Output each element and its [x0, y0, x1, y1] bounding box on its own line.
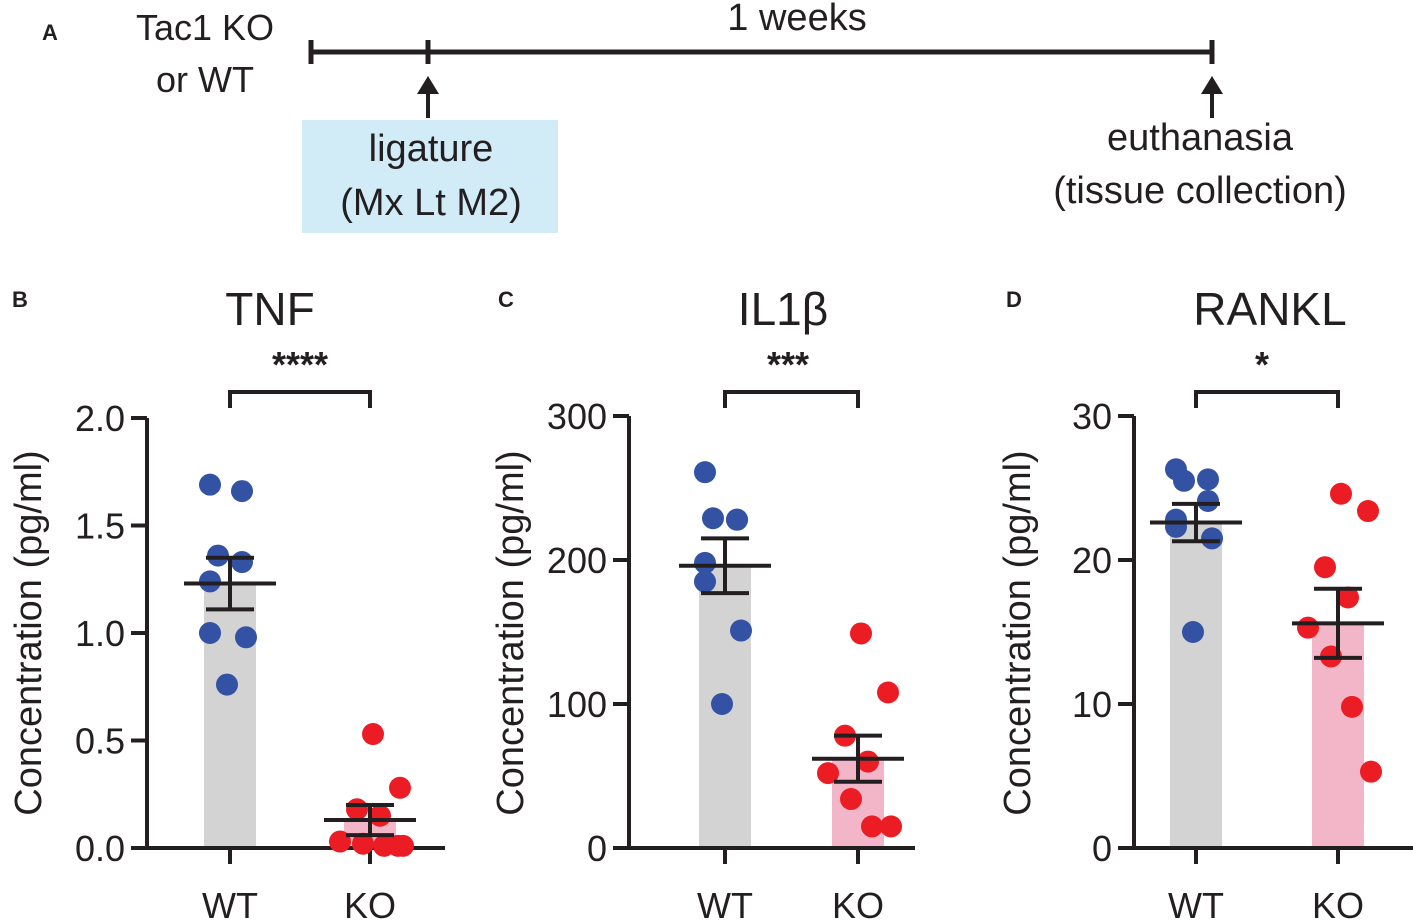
- data-point-ko: [861, 815, 883, 838]
- y-axis-title: Concentration (pg/ml): [8, 450, 50, 815]
- data-point-wt: [207, 544, 229, 567]
- x-tick-label-ko: KO: [1312, 885, 1364, 920]
- group-label-line2: or WT: [156, 59, 254, 100]
- data-point-ko: [1337, 586, 1359, 609]
- data-point-wt: [1173, 469, 1195, 492]
- significance-bracket: [228, 390, 372, 408]
- data-point-wt: [694, 570, 716, 593]
- panel-a: A Tac1 KO or WT 1 weeks ligature (Mx Lt …: [42, 0, 1347, 233]
- euthanasia-label-line2: (tissue collection): [1053, 170, 1347, 212]
- significance-bracket: [723, 390, 860, 408]
- ligature-label-line2: (Mx Lt M2): [340, 182, 522, 224]
- chart-panel-d: D RANKL Concentration (pg/ml) * 0 10 20 30 W…: [997, 283, 1413, 920]
- ligature-box: [302, 120, 558, 233]
- y-tick-label: 1.0: [75, 613, 125, 654]
- data-point-ko: [840, 788, 862, 811]
- y-tick-label: 10: [1072, 684, 1112, 725]
- data-point-wt: [216, 673, 238, 696]
- data-point-wt: [231, 551, 253, 574]
- data-point-wt: [1197, 489, 1219, 512]
- data-point-wt: [1165, 515, 1187, 538]
- y-tick-label: 2.0: [75, 398, 125, 439]
- chart-title-tnf: TNF: [225, 283, 314, 335]
- data-point-ko: [850, 622, 872, 645]
- ligature-arrow-icon: [417, 76, 439, 94]
- data-point-ko: [329, 830, 351, 853]
- panel-letter-d: D: [1006, 287, 1022, 312]
- data-point-wt: [702, 507, 724, 530]
- y-axis-title: Concentration (pg/ml): [490, 450, 532, 815]
- y-tick-label: 0.5: [75, 721, 125, 762]
- panel-letter-b: B: [12, 287, 28, 312]
- significance-label: ***: [767, 344, 809, 385]
- panel-letter-c: C: [498, 287, 514, 312]
- data-point-wt: [231, 480, 253, 503]
- data-point-ko: [857, 750, 879, 773]
- data-point-ko: [1341, 695, 1363, 718]
- y-tick-label: 1.5: [75, 506, 125, 547]
- data-point-ko: [1357, 500, 1379, 523]
- y-tick-label: 100: [547, 684, 607, 725]
- chart-title-il1b: IL1β: [738, 283, 828, 335]
- data-point-wt: [694, 461, 716, 484]
- data-point-ko: [1330, 482, 1352, 505]
- data-point-ko: [880, 815, 902, 838]
- euthanasia-arrow-icon: [1201, 76, 1223, 94]
- x-tick-label-wt: WT: [202, 885, 258, 920]
- y-tick-label: 200: [547, 540, 607, 581]
- x-tick-label-wt: WT: [1168, 885, 1224, 920]
- data-point-wt: [694, 551, 716, 574]
- ligature-label-line1: ligature: [369, 128, 494, 170]
- chart-title-rankl: RANKL: [1193, 283, 1346, 335]
- chart-panel-c: C IL1β Concentration (pg/ml) *** 0 100 200…: [490, 283, 915, 920]
- data-point-ko: [352, 832, 374, 855]
- y-tick-label: 0: [587, 828, 607, 869]
- bar-wt: [1170, 522, 1222, 848]
- data-point-ko: [389, 776, 411, 799]
- x-tick-label-wt: WT: [697, 885, 753, 920]
- data-point-ko: [1297, 616, 1319, 639]
- x-tick-label-ko: KO: [344, 885, 396, 920]
- group-label-line1: Tac1 KO: [136, 7, 274, 48]
- y-tick-label: 20: [1072, 540, 1112, 581]
- data-point-ko: [369, 804, 391, 827]
- data-point-wt: [1197, 468, 1219, 491]
- panel-letter-a: A: [42, 20, 58, 45]
- significance-bracket: [1194, 390, 1340, 408]
- data-point-ko: [1360, 760, 1382, 783]
- significance-label: ****: [272, 344, 328, 385]
- data-point-wt: [711, 693, 733, 715]
- data-point-wt: [199, 473, 221, 496]
- y-tick-label: 300: [547, 396, 607, 437]
- data-point-ko: [387, 834, 409, 857]
- data-point-wt: [730, 619, 752, 642]
- significance-label: *: [1255, 344, 1269, 385]
- data-point-wt: [199, 622, 221, 644]
- data-point-ko: [1314, 556, 1336, 579]
- data-point-wt: [726, 508, 748, 531]
- data-point-wt: [199, 570, 221, 593]
- euthanasia-label-line1: euthanasia: [1107, 117, 1294, 159]
- y-tick-label: 30: [1072, 396, 1112, 437]
- data-point-ko: [877, 681, 899, 704]
- data-point-ko: [362, 723, 384, 746]
- y-tick-label: 0.0: [75, 828, 125, 869]
- data-point-ko: [817, 762, 839, 785]
- data-point-wt: [235, 626, 257, 649]
- duration-label: 1 weeks: [727, 0, 866, 39]
- y-tick-label: 0: [1092, 828, 1112, 869]
- data-point-wt: [1182, 621, 1204, 643]
- chart-panel-b: B TNF Concentration (pg/ml) **** 0.0 0.5 1…: [8, 283, 445, 920]
- y-axis-title: Concentration (pg/ml): [997, 450, 1039, 815]
- data-point-ko: [346, 798, 368, 821]
- x-tick-label-ko: KO: [832, 885, 884, 920]
- data-point-wt: [1201, 527, 1223, 550]
